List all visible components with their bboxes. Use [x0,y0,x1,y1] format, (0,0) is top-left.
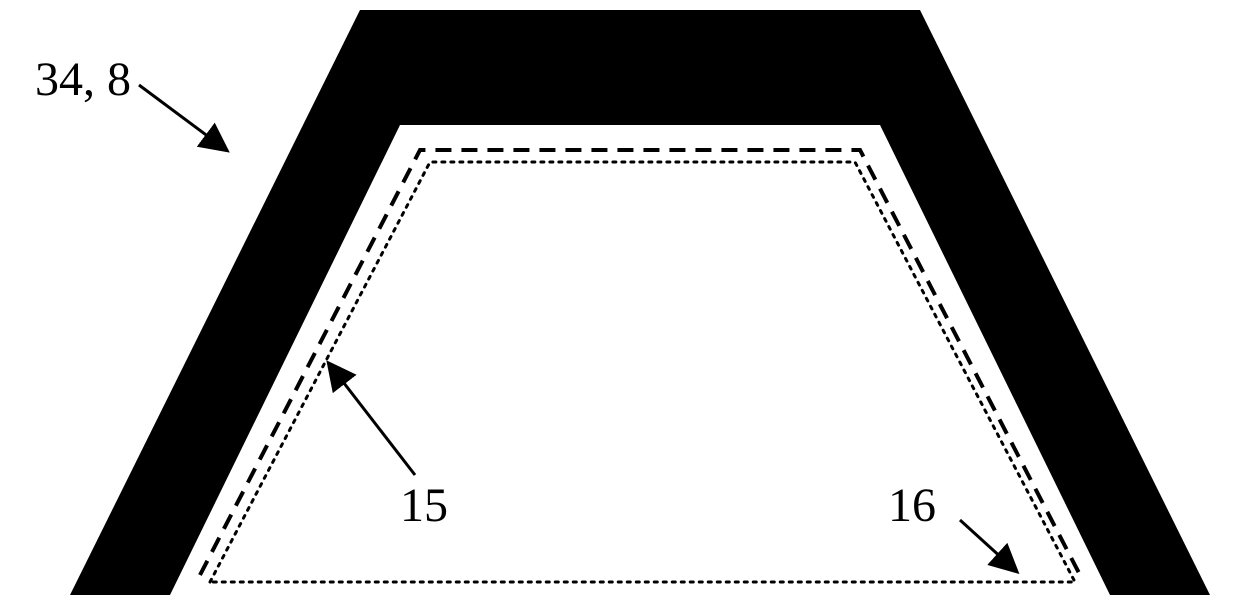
diagram-container: 34, 8 15 16 [0,0,1239,603]
label-15: 15 [400,478,448,533]
label-34-8: 34, 8 [35,52,131,107]
label-16: 16 [888,478,936,533]
technical-diagram-svg [0,0,1239,603]
arrow-34-8 [139,85,225,149]
